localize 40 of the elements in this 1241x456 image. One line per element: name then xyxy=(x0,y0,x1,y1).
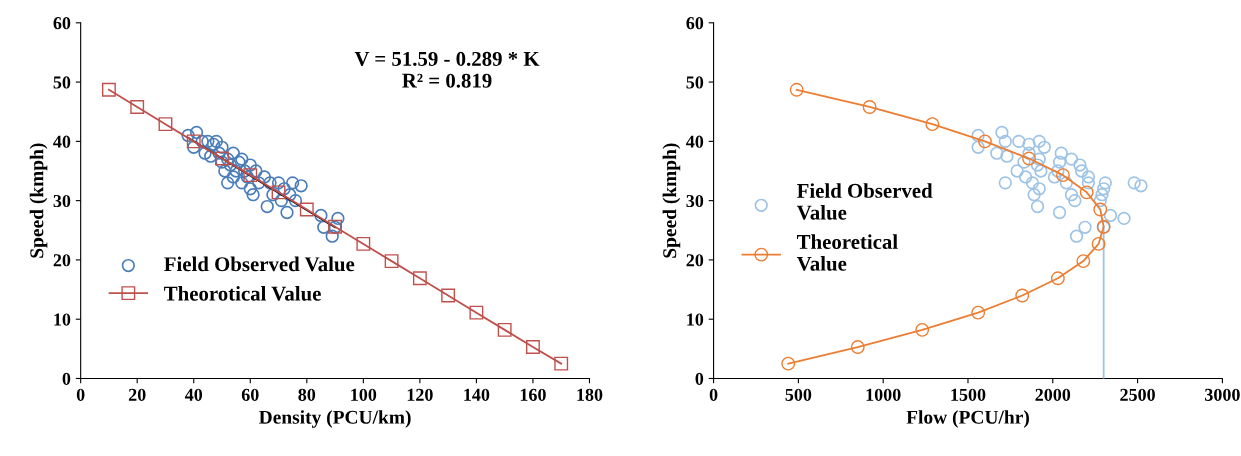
x-tick-label: 0 xyxy=(76,388,85,401)
x-tick-label: 160 xyxy=(520,388,546,401)
y-tick-label: 60 xyxy=(686,17,704,30)
x-tick-label: 1000 xyxy=(866,388,901,401)
x-tick-label: 20 xyxy=(128,388,146,401)
y-axis-title: Speed (kmph) xyxy=(29,143,48,258)
legend-label: Field Observed Value xyxy=(796,183,933,220)
x-tick-label: 180 xyxy=(577,388,603,401)
x-tick-label: 120 xyxy=(407,388,433,401)
x-tick-label: 2500 xyxy=(1120,388,1155,401)
x-axis-title: Flow (PCU/hr) xyxy=(906,410,1029,428)
x-tick-label: 140 xyxy=(464,388,490,401)
y-axis-title: Speed (kmph) xyxy=(662,143,681,258)
legend-label: Theoretical Value xyxy=(796,234,898,271)
x-axis-title: Density (PCU/km) xyxy=(259,410,411,428)
y-tick-label: 50 xyxy=(686,76,704,89)
y-tick-label: 60 xyxy=(53,17,71,30)
x-tick-label: 100 xyxy=(351,388,377,401)
x-tick-label: 500 xyxy=(785,388,812,401)
x-tick-label: 0 xyxy=(709,388,718,401)
x-tick-label: 2000 xyxy=(1035,388,1071,401)
y-tick-label: 40 xyxy=(53,135,71,148)
x-tick-label: 80 xyxy=(298,388,316,401)
y-tick-label: 50 xyxy=(53,76,71,89)
y-tick-label: 0 xyxy=(62,372,71,385)
annotation: V = 51.59 - 0.289 * K R² = 0.819 xyxy=(354,51,540,88)
x-tick-label: 1500 xyxy=(951,388,986,401)
legend-label: Theorotical Value xyxy=(164,286,321,301)
x-tick-label: 40 xyxy=(184,388,203,401)
y-tick-label: 30 xyxy=(53,194,71,208)
x-tick-label: 60 xyxy=(241,388,259,401)
y-tick-label: 10 xyxy=(687,313,704,326)
y-tick-label: 30 xyxy=(686,194,704,208)
y-tick-label: 10 xyxy=(54,313,71,326)
y-tick-label: 0 xyxy=(695,372,704,385)
y-tick-label: 20 xyxy=(686,254,704,267)
y-tick-label: 20 xyxy=(53,254,71,267)
legend-label: Field Observed Value xyxy=(164,256,355,272)
x-tick-label: 3000 xyxy=(1205,388,1240,401)
y-tick-label: 40 xyxy=(686,135,704,148)
